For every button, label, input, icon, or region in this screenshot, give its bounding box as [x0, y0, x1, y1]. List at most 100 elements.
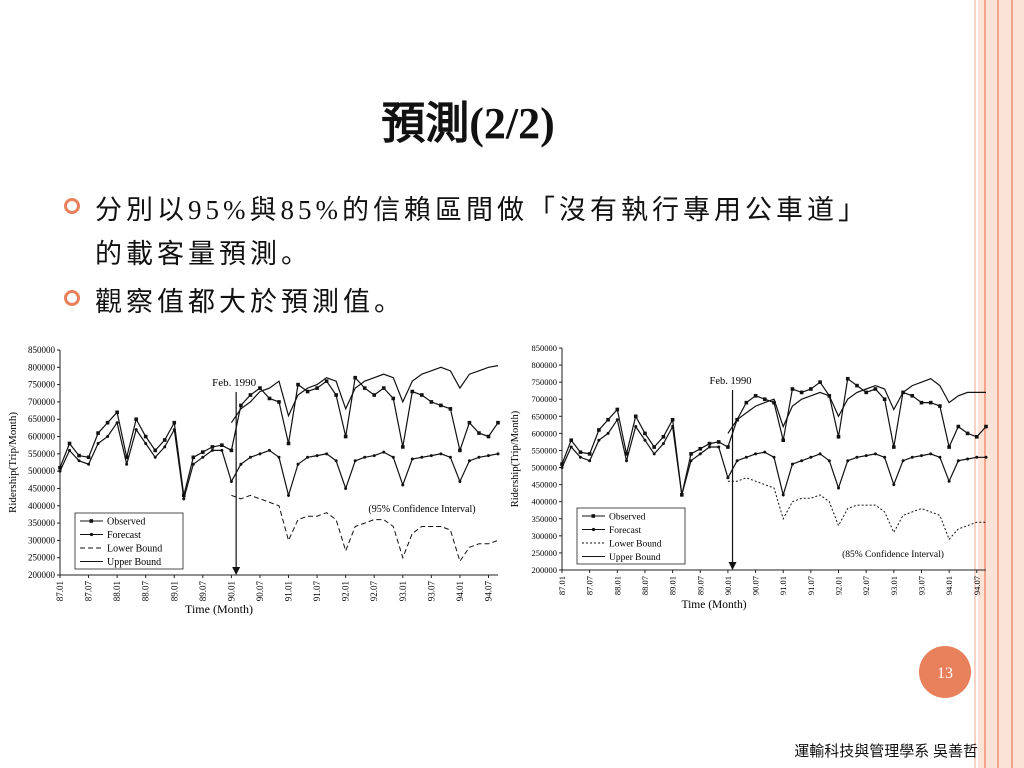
point [754, 452, 758, 456]
point [163, 445, 167, 449]
point [956, 424, 961, 429]
x-tick-label: 93.01 [398, 581, 408, 601]
bullet-icon [64, 198, 80, 214]
legend-label: Forecast [609, 526, 642, 536]
point [87, 462, 91, 466]
x-tick-label: 94.01 [944, 576, 954, 595]
annotation: Feb. 1990 [710, 376, 752, 387]
point [448, 407, 453, 411]
point [910, 394, 915, 398]
point [296, 462, 300, 466]
point [153, 455, 157, 459]
point [587, 452, 592, 456]
point [698, 452, 702, 456]
point [334, 393, 338, 397]
point [458, 480, 462, 484]
point [486, 454, 490, 458]
point [855, 383, 859, 388]
point [96, 431, 100, 435]
point [486, 434, 491, 439]
point [744, 400, 749, 405]
point [652, 452, 656, 456]
point [410, 457, 414, 461]
x-tick-label: 87.07 [84, 581, 94, 602]
point [258, 452, 262, 456]
y-tick-label: 300000 [532, 531, 558, 541]
point [134, 428, 138, 432]
point [172, 420, 177, 425]
bullet-text: 分別以95%與85%的信賴區間做「沒有執行專用公車道」的載客量預測。 [95, 195, 856, 269]
point [258, 386, 262, 390]
point [569, 438, 574, 443]
point [624, 452, 629, 456]
point [790, 462, 794, 466]
point [956, 459, 960, 463]
point [391, 455, 395, 459]
x-tick-label: 93.07 [916, 576, 926, 595]
point [652, 445, 656, 449]
point [229, 448, 234, 453]
annotation: Feb. 1990 [212, 377, 257, 389]
y-tick-label: 800000 [532, 360, 558, 370]
point [800, 459, 804, 463]
y-tick-label: 200000 [532, 565, 558, 575]
point [772, 400, 776, 405]
y-tick-label: 350000 [532, 514, 558, 524]
point [809, 387, 813, 391]
point [267, 396, 272, 401]
annotation: (95% Confidence Interval) [368, 504, 475, 515]
point [873, 387, 878, 391]
legend-label: Observed [609, 513, 646, 523]
x-tick-label: 94.01 [455, 581, 465, 601]
point [606, 417, 610, 422]
y-axis-label: Ridership(Trip/Month) [7, 412, 19, 513]
point [286, 441, 291, 446]
x-tick-label: 89.01 [668, 576, 678, 595]
point [210, 448, 214, 452]
point [306, 455, 310, 459]
point [643, 438, 647, 442]
point [448, 455, 452, 459]
y-tick-label: 650000 [28, 414, 56, 424]
point [643, 431, 647, 436]
point [353, 459, 357, 463]
bullet-text: 觀察值都大於預測值。 [95, 287, 405, 317]
x-tick-label: 87.01 [557, 576, 567, 595]
point [362, 386, 367, 390]
series-line [230, 365, 499, 424]
point [144, 441, 148, 445]
point [901, 459, 905, 463]
x-tick-label: 88.07 [640, 576, 650, 595]
point [633, 414, 638, 419]
x-tick-label: 90.01 [723, 576, 733, 595]
y-tick-label: 400000 [28, 501, 56, 511]
point [277, 455, 281, 459]
y-tick-label: 450000 [532, 480, 558, 490]
y-tick-label: 500000 [28, 466, 56, 476]
point [984, 455, 988, 459]
point [919, 454, 923, 458]
point [772, 455, 776, 459]
x-tick-label: 91.01 [778, 576, 788, 595]
page-badge [919, 646, 971, 698]
point [124, 455, 129, 460]
point [882, 397, 887, 402]
point [726, 445, 730, 449]
point [439, 452, 443, 456]
point [334, 459, 338, 463]
point [344, 486, 348, 490]
point [661, 442, 665, 446]
y-tick-label: 700000 [28, 397, 56, 407]
point [162, 438, 167, 442]
legend-label: Upper Bound [609, 553, 661, 563]
point [947, 445, 951, 449]
legend-marker [89, 519, 94, 523]
point [239, 462, 243, 466]
point [837, 486, 841, 490]
point [661, 435, 666, 439]
point [391, 396, 396, 401]
arrow-head [728, 562, 737, 570]
point [77, 453, 81, 458]
point [105, 420, 110, 425]
point [477, 455, 481, 459]
